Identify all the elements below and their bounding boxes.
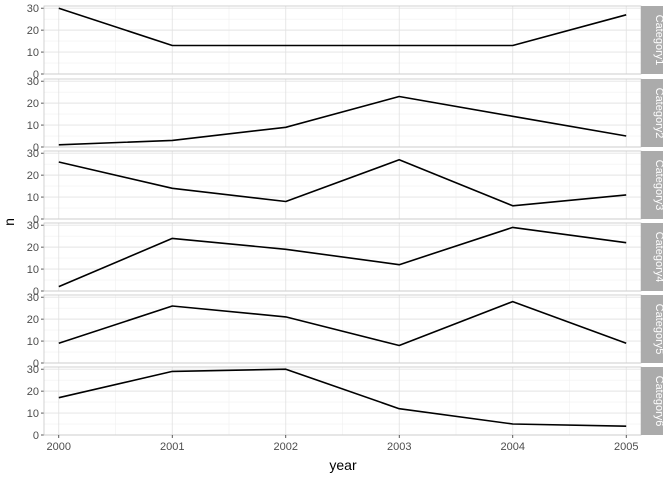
facet-strip [641, 151, 663, 219]
y-tick-label: 30 [27, 3, 39, 15]
facet-strip-label: Category2 [653, 88, 665, 139]
y-tick-label: 0 [33, 430, 39, 442]
x-tick-label: 2003 [387, 441, 411, 453]
y-tick-label: 0 [33, 358, 39, 370]
panel-category6: 0 10 20 30 Category6 [27, 364, 665, 442]
facet-strip [641, 223, 663, 291]
x-axis: 2000 2001 2002 2003 2004 2005 [47, 435, 638, 453]
y-tick-label: 0 [33, 142, 39, 154]
y-tick-label: 10 [27, 47, 39, 59]
y-tick-label: 20 [27, 170, 39, 182]
y-tick-label: 0 [33, 286, 39, 298]
facet-strip [641, 367, 663, 435]
facet-strip-label: Category3 [653, 160, 665, 211]
panel-category2: 0 10 20 30 Category2 [27, 76, 665, 154]
x-axis-title: year [329, 457, 357, 473]
panel-category3: 0 10 20 30 Category3 [27, 148, 665, 226]
x-tick-label: 2004 [501, 441, 525, 453]
y-tick-label: 10 [27, 192, 39, 204]
y-tick-label: 20 [27, 386, 39, 398]
facet-strip [641, 295, 663, 363]
y-tick-label: 10 [27, 336, 39, 348]
facet-strip-label: Category4 [653, 232, 665, 283]
series-line [58, 95, 627, 146]
y-tick-label: 20 [27, 314, 39, 326]
facet-strip [641, 79, 663, 147]
panel-category1: 0 10 20 30 Category1 [27, 3, 665, 81]
series-line [58, 368, 627, 427]
facet-strip [641, 6, 663, 74]
x-tick-label: 2001 [160, 441, 184, 453]
y-tick-label: 10 [27, 120, 39, 132]
y-tick-label: 20 [27, 98, 39, 110]
y-tick-label: 30 [27, 220, 39, 232]
facet-strip-label: Category1 [653, 15, 665, 66]
x-tick-label: 2000 [47, 441, 71, 453]
y-axis-title: n [1, 218, 17, 226]
x-tick-label: 2005 [614, 441, 638, 453]
series-line [58, 226, 627, 288]
series-line [58, 300, 627, 347]
y-tick-label: 30 [27, 364, 39, 376]
series-line [58, 7, 627, 47]
panel-category4: 0 10 20 30 Category4 [27, 220, 665, 298]
y-tick-label: 0 [33, 69, 39, 81]
facet-strip-label: Category6 [653, 376, 665, 427]
y-tick-label: 10 [27, 408, 39, 420]
y-tick-label: 30 [27, 292, 39, 304]
y-tick-label: 20 [27, 25, 39, 37]
panel-category5: 0 10 20 30 Category5 [27, 292, 665, 370]
y-tick-label: 20 [27, 242, 39, 254]
y-tick-label: 10 [27, 264, 39, 276]
facet-panels: 0 10 20 30 Category1 0 10 20 30 Category2 0 10 20 30 C… [27, 3, 665, 442]
facet-strip-label: Category5 [653, 304, 665, 355]
y-tick-label: 30 [27, 76, 39, 88]
x-tick-label: 2002 [274, 441, 298, 453]
y-tick-label: 0 [33, 214, 39, 226]
y-tick-label: 30 [27, 148, 39, 160]
series-line [58, 159, 627, 207]
